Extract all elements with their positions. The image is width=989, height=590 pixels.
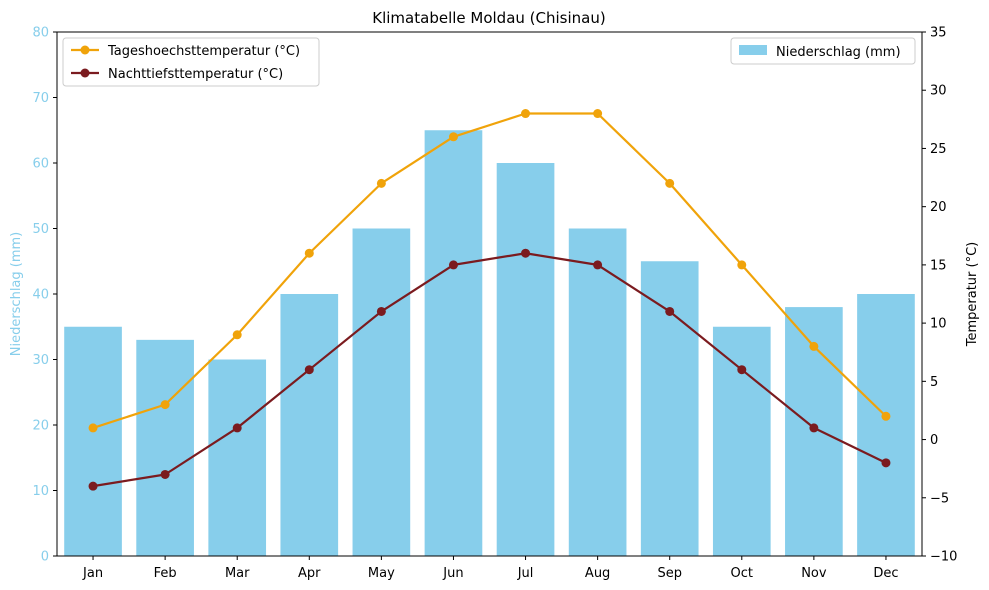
x-tick-label: Oct	[731, 566, 753, 581]
left-tick-label: 0	[41, 550, 49, 565]
temp-point-high-oct	[737, 260, 747, 270]
legend-low-label: Nachttiefsttemperatur (°C)	[108, 67, 283, 82]
right-axis-title: Temperatur (°C)	[965, 242, 980, 348]
right-tick-label: 25	[930, 142, 947, 157]
precip-bar-sep	[640, 261, 699, 556]
legend-precip-swatch	[739, 45, 767, 55]
x-tick-label: Aug	[585, 566, 610, 581]
x-tick-label: May	[368, 566, 395, 581]
temp-point-low-mar	[232, 423, 242, 433]
temp-line-high	[92, 112, 887, 429]
left-tick-label: 60	[32, 157, 49, 172]
x-axis: Jan Feb Mar Apr May Jun Jul Aug Sep Oct Nov Dec	[82, 556, 899, 581]
right-tick-label: 15	[930, 258, 947, 273]
temp-point-low-sep	[665, 306, 675, 316]
temp-point-high-apr	[304, 248, 314, 258]
right-tick-label: 5	[930, 375, 938, 390]
bar-series	[64, 130, 915, 556]
temp-point-high-jun	[448, 132, 458, 142]
left-tick-label: 40	[32, 288, 49, 303]
left-tick-label: 50	[32, 222, 49, 237]
right-tick-label: 35	[930, 26, 947, 41]
temp-point-low-apr	[304, 365, 314, 375]
legend-right-box	[730, 37, 916, 65]
left-axis: 0 10 20 30 40 50 60 70 80	[32, 26, 57, 565]
x-tick-label: Apr	[298, 566, 321, 581]
left-tick-label: 10	[32, 484, 49, 499]
precip-bar-jan	[64, 326, 122, 556]
precip-bar-dec	[857, 294, 915, 556]
right-tick-label: 10	[930, 317, 947, 332]
temp-point-low-aug	[593, 260, 603, 270]
temp-point-high-dec	[881, 411, 891, 421]
temp-point-high-sep	[665, 178, 675, 188]
precip-bar-may	[352, 228, 411, 556]
legend-right: Niederschlag (mm)	[730, 37, 916, 65]
x-tick-label: Jan	[82, 566, 103, 581]
line-series-group	[88, 109, 891, 491]
precip-bar-aug	[568, 228, 627, 556]
x-tick-label: Dec	[873, 566, 898, 581]
left-tick-label: 80	[32, 26, 49, 41]
left-tick-label: 70	[32, 91, 49, 106]
legend-high-label: Tageshoechsttemperatur (°C)	[107, 44, 300, 59]
precip-bar-apr	[280, 294, 339, 556]
legend-low-marker	[80, 68, 90, 78]
right-tick-label: 30	[930, 84, 947, 99]
temp-line-low	[92, 252, 887, 488]
right-tick-label: 0	[930, 433, 938, 448]
temp-point-high-nov	[809, 341, 819, 351]
precip-bar-jul	[496, 163, 555, 556]
precip-bar-feb	[136, 339, 194, 556]
left-tick-label: 20	[32, 419, 49, 434]
temp-point-low-feb	[160, 469, 170, 479]
temp-point-low-nov	[809, 423, 819, 433]
precip-bar-jun	[424, 130, 483, 556]
x-tick-label: Jun	[442, 566, 463, 581]
temp-point-high-feb	[160, 400, 170, 410]
legend-precip-label: Niederschlag (mm)	[776, 45, 901, 60]
left-tick-label: 30	[32, 353, 49, 368]
temp-point-high-jul	[521, 109, 531, 119]
x-tick-label: Jul	[517, 566, 534, 581]
temp-point-low-jul	[521, 248, 531, 258]
left-axis-title: Niederschlag (mm)	[9, 232, 24, 357]
temp-point-low-oct	[737, 365, 747, 375]
x-tick-label: Nov	[801, 566, 827, 581]
right-tick-label: −5	[930, 491, 949, 506]
legend-left: Tageshoechsttemperatur (°C) Nachttiefstt…	[62, 37, 320, 87]
right-tick-label: 20	[930, 200, 947, 215]
legend-left-box	[62, 37, 320, 87]
temp-point-high-jan	[88, 423, 98, 433]
temp-point-low-jun	[448, 260, 458, 270]
temp-point-low-dec	[881, 458, 891, 468]
temp-point-low-jan	[88, 481, 98, 491]
precip-bar-mar	[208, 359, 267, 556]
x-tick-label: Sep	[657, 566, 682, 581]
temp-point-high-may	[376, 178, 386, 188]
right-axis: −10 −5 0 5 10 15 20 25 30 35	[922, 26, 957, 565]
right-tick-label: −10	[930, 550, 957, 565]
chart-title: Klimatabelle Moldau (Chisinau)	[372, 9, 605, 27]
temp-point-high-aug	[593, 109, 603, 119]
temp-point-low-may	[376, 306, 386, 316]
precip-bar-oct	[712, 326, 771, 556]
temp-point-high-mar	[232, 330, 242, 340]
x-tick-label: Mar	[225, 566, 250, 581]
x-tick-label: Feb	[154, 566, 177, 581]
legend-high-marker	[80, 45, 90, 55]
